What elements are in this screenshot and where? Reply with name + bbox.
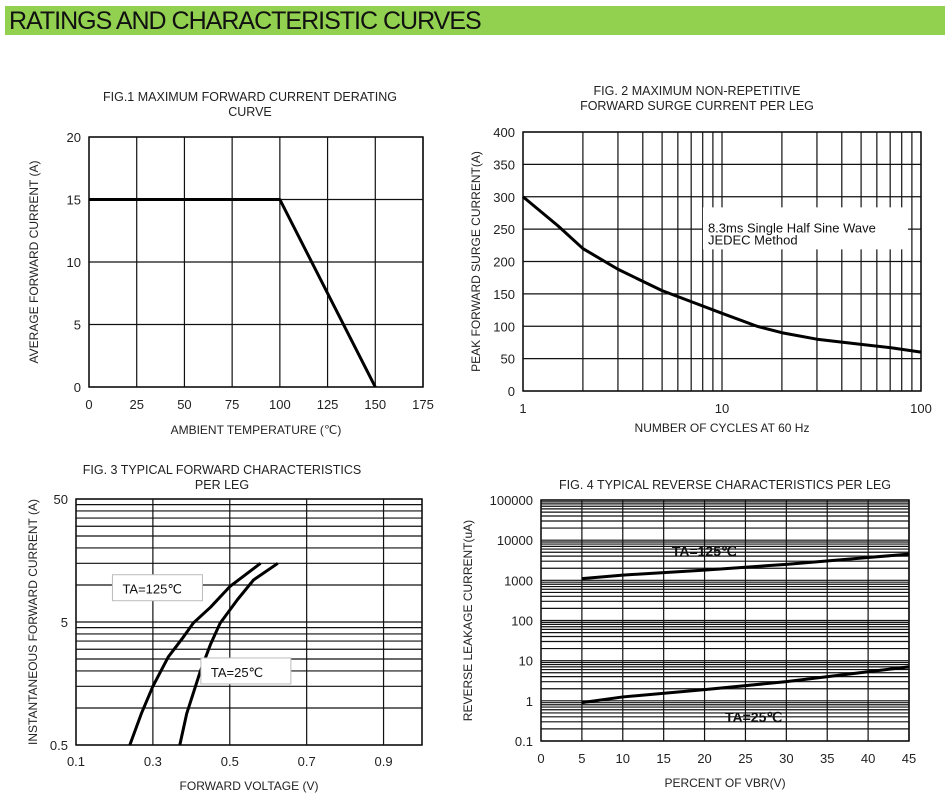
x-tick-label: 0.9 — [375, 754, 393, 769]
x-tick-label: 40 — [861, 751, 875, 766]
series-line-1 — [522, 195, 922, 354]
y-tick-label: 350 — [493, 157, 515, 172]
x-axis-label: PERCENT OF VBR(V) — [664, 776, 785, 790]
plot-frame — [540, 499, 910, 742]
section-header: RATINGS AND CHARACTERISTIC CURVES — [5, 6, 945, 35]
chart-title: FIG. 3 TYPICAL FORWARD CHARACTERISTICS — [83, 463, 362, 477]
y-axis-label: AVERAGE FORWARD CURRENT (A) — [27, 161, 41, 364]
chart-title: FIG. 2 MAXIMUM NON-REPETITIVE — [594, 84, 801, 98]
x-tick-label: 50 — [177, 397, 191, 412]
x-tick-label: 1 — [519, 401, 526, 416]
legend-box — [200, 657, 292, 685]
x-tick-label: 20 — [697, 751, 711, 766]
gridlines — [540, 499, 910, 742]
plot-frame — [522, 131, 922, 392]
y-tick-label: 100000 — [490, 493, 533, 508]
y-axis-label: INSTANTANEOUS FORWARD CURRENT (A) — [26, 499, 40, 745]
series-label: TA=125℃ — [122, 582, 182, 597]
section-title: RATINGS AND CHARACTERISTIC CURVES — [9, 7, 482, 35]
x-tick-label: 25 — [129, 397, 143, 412]
chart-fig3: FIG. 3 TYPICAL FORWARD CHARACTERISTICSPE… — [26, 463, 423, 793]
chart-title: CURVE — [228, 105, 272, 119]
chart-fig4: FIG. 4 TYPICAL REVERSE CHARACTERISTICS P… — [461, 478, 916, 790]
chart-fig1: FIG.1 MAXIMUM FORWARD CURRENT DERATINGCU… — [27, 90, 434, 437]
annotation-text: 8.3ms Single Half Sine Wave — [708, 220, 876, 235]
gridlines — [75, 498, 423, 746]
x-tick-label: 125 — [317, 397, 339, 412]
y-tick-label: 50 — [501, 352, 515, 367]
x-tick-label: 5 — [578, 751, 585, 766]
legend-box — [111, 574, 203, 602]
x-axis-label: FORWARD VOLTAGE (V) — [180, 779, 319, 793]
gridlines — [88, 136, 424, 388]
y-tick-label: 100 — [493, 319, 515, 334]
x-tick-label: 30 — [779, 751, 793, 766]
series-line-1 — [128, 562, 262, 746]
x-tick-label: 100 — [910, 401, 932, 416]
y-tick-label: 0.1 — [515, 734, 533, 749]
y-axis-label: REVERSE LEAKAGE CURRENT(uA) — [461, 520, 475, 721]
x-tick-label: 45 — [902, 751, 916, 766]
series-label: TA=125℃ — [672, 543, 737, 559]
y-tick-label: 100 — [511, 614, 533, 629]
x-tick-label: 0.1 — [67, 754, 85, 769]
x-tick-label: 15 — [656, 751, 670, 766]
annotation-backdrop — [702, 207, 908, 250]
plot-frame — [88, 136, 424, 388]
y-tick-label: 10 — [519, 654, 533, 669]
y-tick-label: 10 — [67, 255, 81, 270]
y-tick-label: 15 — [67, 193, 81, 208]
x-tick-label: 10 — [715, 401, 729, 416]
x-tick-label: 35 — [820, 751, 834, 766]
x-tick-label: 175 — [412, 397, 434, 412]
series-line-2 — [581, 665, 910, 705]
x-tick-label: 0.5 — [221, 754, 239, 769]
y-tick-label: 10000 — [497, 533, 533, 548]
gridlines — [522, 131, 922, 392]
chart-title: FIG. 4 TYPICAL REVERSE CHARACTERISTICS P… — [559, 478, 891, 492]
y-tick-label: 5 — [74, 318, 81, 333]
x-tick-label: 10 — [616, 751, 630, 766]
x-tick-label: 25 — [738, 751, 752, 766]
series-label: TA=25℃ — [725, 709, 782, 725]
chart-title: PER LEG — [195, 478, 249, 492]
chart-title: FIG.1 MAXIMUM FORWARD CURRENT DERATING — [103, 90, 397, 104]
x-axis-label: AMBIENT TEMPERATURE (℃) — [171, 423, 342, 437]
series-line-1 — [581, 552, 910, 581]
y-axis-label: PEAK FORWARD SURGE CURRENT(A) — [469, 151, 483, 372]
series-line-2 — [178, 562, 279, 746]
y-tick-label: 20 — [67, 130, 81, 145]
y-tick-label: 150 — [493, 287, 515, 302]
y-tick-label: 0 — [74, 380, 81, 395]
x-tick-label: 100 — [269, 397, 291, 412]
x-tick-label: 150 — [364, 397, 386, 412]
y-tick-label: 1 — [526, 694, 533, 709]
annotation-text: JEDEC Method — [708, 232, 798, 247]
y-tick-label: 1000 — [504, 573, 533, 588]
y-tick-label: 300 — [493, 190, 515, 205]
y-tick-label: 200 — [493, 255, 515, 270]
y-tick-label: 5 — [61, 615, 68, 630]
plot-frame — [75, 498, 423, 746]
x-tick-label: 0.3 — [144, 754, 162, 769]
y-tick-label: 400 — [493, 125, 515, 140]
x-tick-label: 0 — [537, 751, 544, 766]
x-tick-label: 75 — [225, 397, 239, 412]
x-tick-label: 0 — [85, 397, 92, 412]
y-tick-label: 50 — [54, 492, 68, 507]
y-tick-label: 0.5 — [50, 738, 68, 753]
chart-title: FORWARD SURGE CURRENT PER LEG — [580, 99, 814, 113]
y-tick-label: 250 — [493, 222, 515, 237]
series-label: TA=25℃ — [211, 665, 263, 680]
y-tick-label: 0 — [508, 384, 515, 399]
x-tick-label: 0.7 — [298, 754, 316, 769]
x-axis-label: NUMBER OF CYCLES AT 60 Hz — [635, 421, 810, 435]
series-line-1 — [89, 198, 377, 388]
